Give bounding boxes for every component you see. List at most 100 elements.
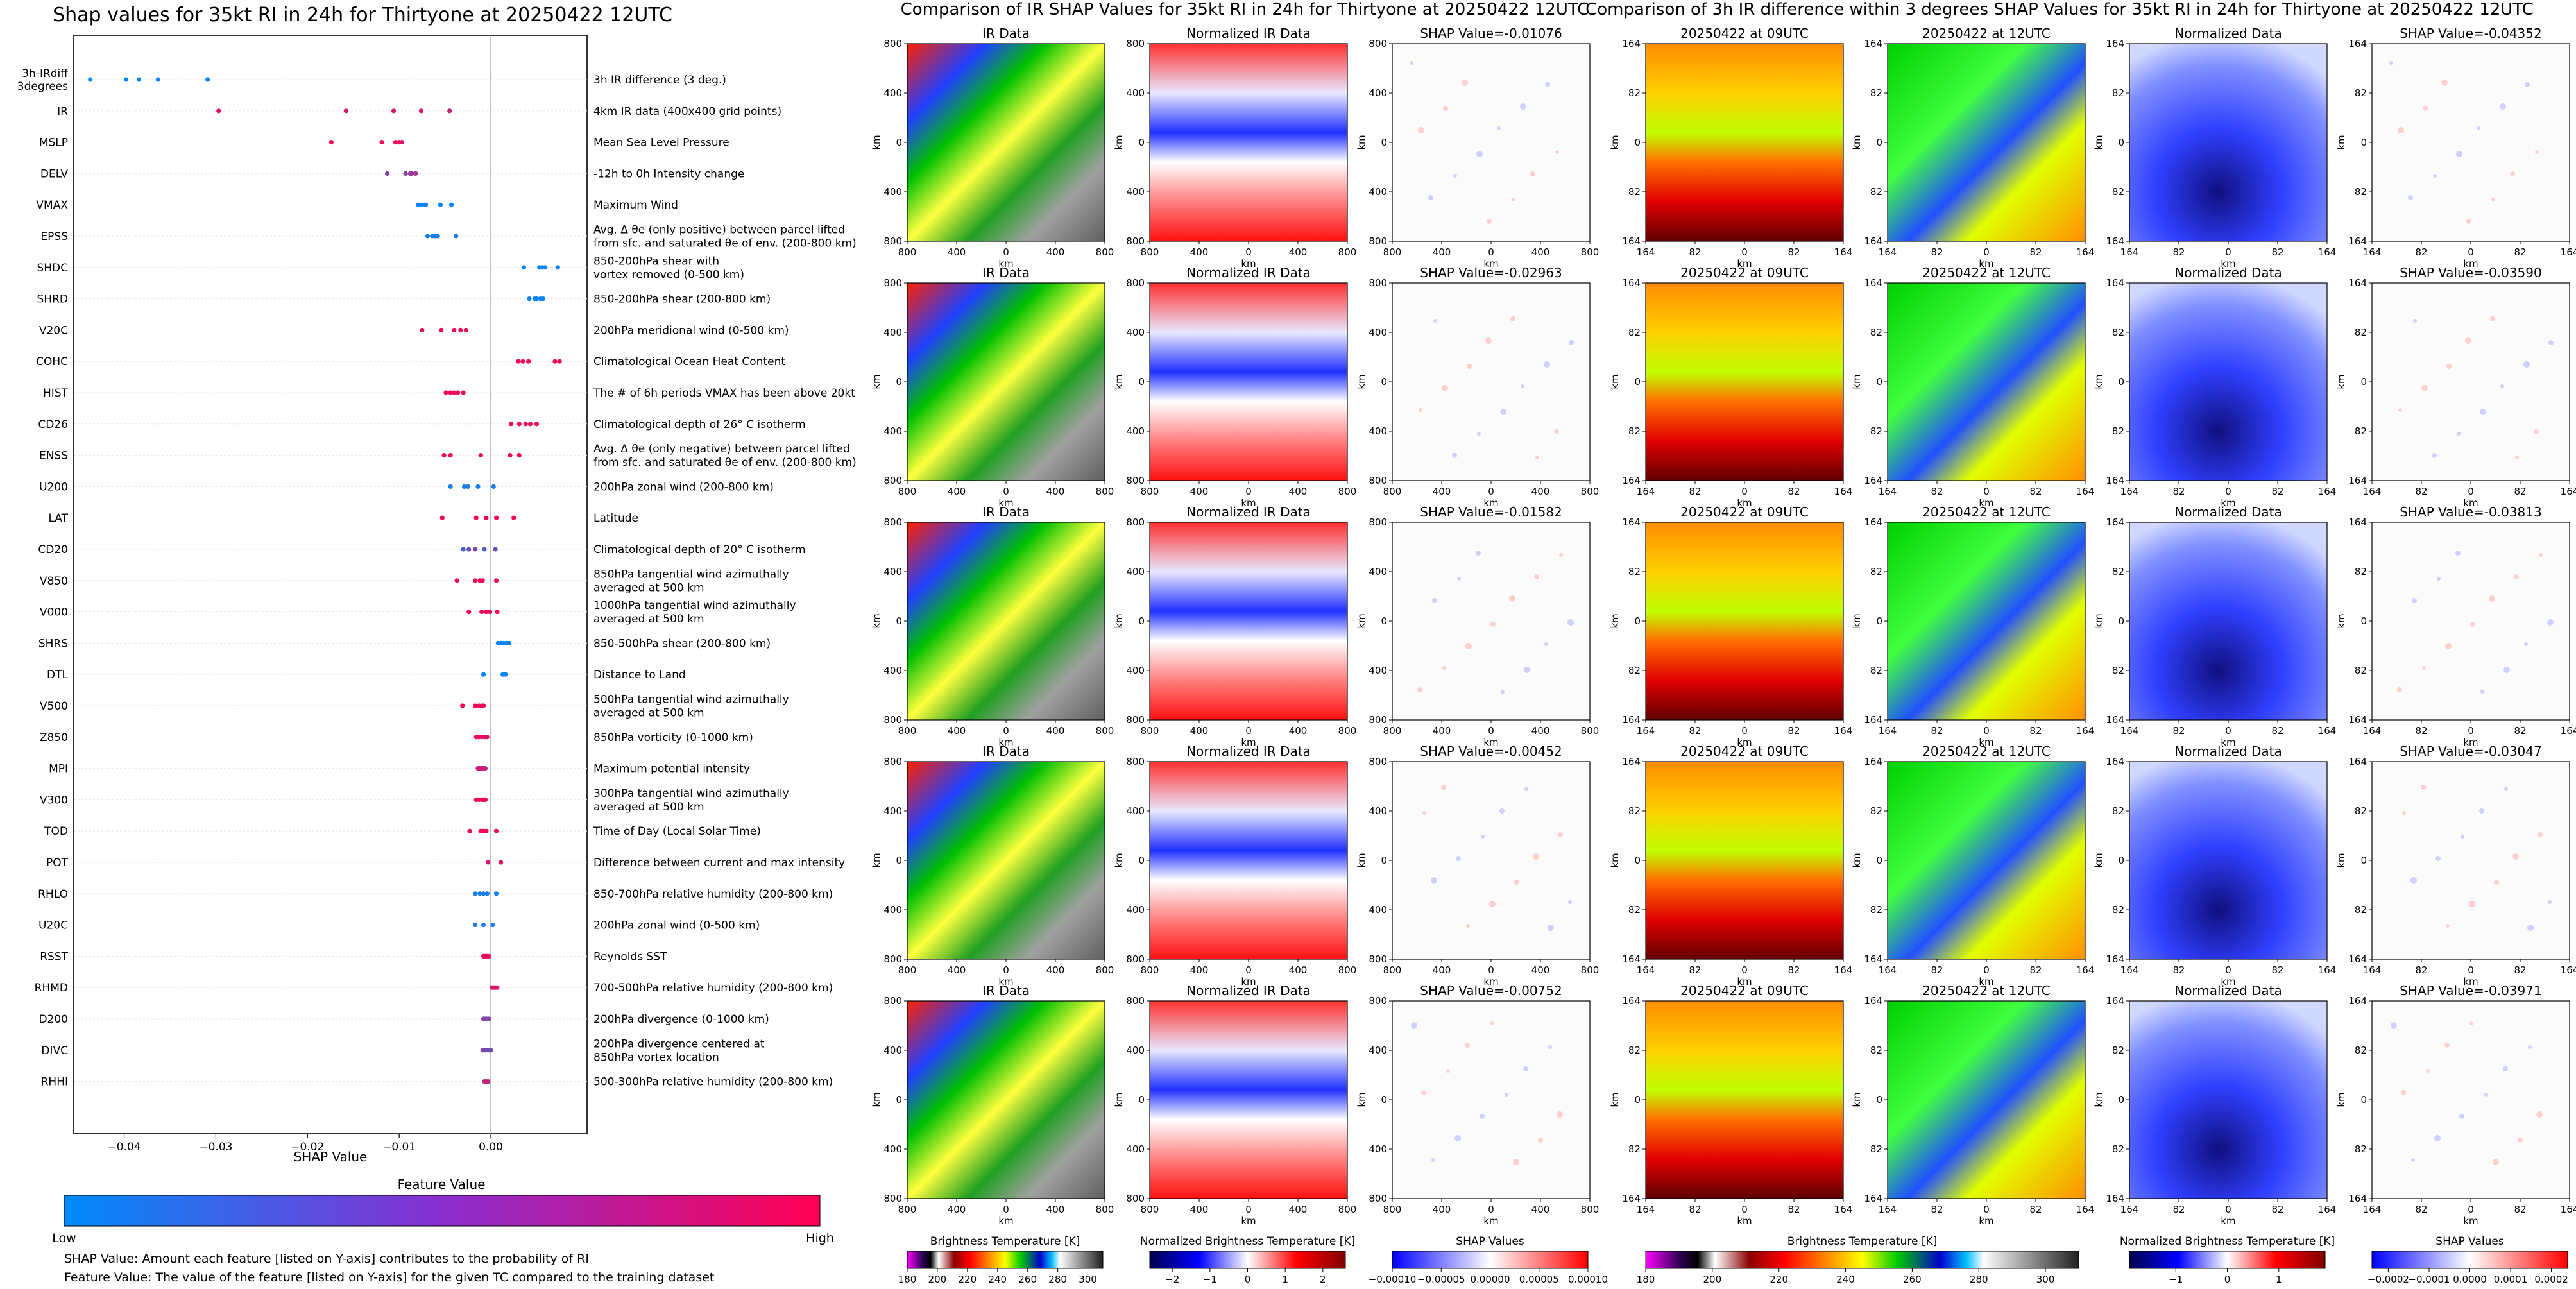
x-tick-label: 82 (2415, 725, 2427, 737)
colorbar-tick-label: 0.00010 (1568, 1274, 1608, 1285)
x-axis-label: km (1241, 976, 1256, 987)
shap-attribution-spot (2538, 832, 2543, 837)
shap-attribution-spot (2534, 429, 2539, 434)
x-axis-label: km (1737, 737, 1752, 748)
x-tick-label: 82 (2172, 246, 2185, 258)
feature-code-label: V000 (40, 606, 68, 619)
shap-x-tick-label: −0.01 (382, 1141, 416, 1154)
shap-x-tick-label: −0.03 (199, 1141, 232, 1154)
x-tick-label: 800 (1096, 1204, 1114, 1215)
y-tick-label: 82 (1870, 425, 1882, 437)
x-tick-label: 0 (1741, 725, 1748, 737)
feature-code-label: RSST (40, 950, 68, 963)
y-tick-label: 800 (1369, 38, 1387, 49)
x-axis-label: km (1241, 737, 1256, 748)
shap-point (484, 610, 489, 615)
y-tick-label: 164 (1622, 516, 1641, 528)
x-tick-label: 82 (2415, 246, 2427, 258)
y-tick-label: 400 (883, 566, 902, 577)
y-tick-label: 82 (1628, 327, 1641, 338)
shap-attribution-spot (1476, 551, 1481, 556)
shap-point (480, 578, 485, 583)
shap-point (399, 140, 405, 145)
shap-attribution-spot (1421, 1090, 1426, 1095)
feature-description-label: 700-500hPa relative humidity (200-800 km… (593, 982, 833, 994)
y-axis-label: km (871, 1092, 882, 1107)
x-tick-label: 400 (948, 246, 966, 258)
feature-description-label: Mean Sea Level Pressure (593, 137, 729, 149)
shap-point (425, 234, 431, 239)
feature-code-label: TOD (44, 825, 68, 838)
x-tick-label: 164 (2076, 486, 2095, 497)
colorbar-tick-label: 220 (959, 1274, 977, 1285)
x-tick-label: 164 (1637, 486, 1655, 497)
shap-attribution-spot (2401, 1090, 2406, 1095)
feature-description-label: averaged at 500 km (593, 613, 704, 626)
shap-attribution-spot (2389, 61, 2393, 65)
y-tick-label: 82 (2355, 566, 2367, 577)
y-tick-label: 400 (1369, 327, 1387, 338)
feature-description-label: 850-200hPa shear with (593, 255, 719, 268)
colorbar-tick-label: 0.00005 (1519, 1274, 1559, 1285)
colorbar-tick-label: −1 (2169, 1274, 2183, 1285)
x-tick-label: 400 (1531, 725, 1550, 737)
colorbar-tick-label: 240 (1836, 1274, 1855, 1285)
x-tick-label: 0 (1983, 1204, 1990, 1215)
y-tick-label: 0 (1381, 376, 1387, 388)
feature-code-label: RHLO (38, 888, 68, 901)
y-tick-label: 82 (1870, 904, 1882, 916)
x-tick-label: 0 (1488, 486, 1494, 497)
shap-x-tick-label: −0.04 (108, 1141, 141, 1154)
x-axis-label: km (1241, 1215, 1256, 1227)
colorbar-tick-label: 220 (1770, 1274, 1788, 1285)
feature-code-label: COHC (36, 355, 68, 368)
ir3h-heatmap (1887, 1000, 2086, 1199)
x-axis-label: km (1241, 258, 1256, 269)
shap-attribution-spot (2398, 127, 2404, 133)
feature-description-label: 200hPa divergence (0-1000 km) (593, 1013, 769, 1026)
ir-shap-panel-title: SHAP Value=-0.01076 (1420, 26, 1562, 41)
shap-point (486, 860, 491, 865)
shap-attribution-spot (2528, 1045, 2532, 1049)
y-tick-label: 82 (1628, 87, 1641, 99)
y-tick-label: 400 (1369, 566, 1387, 577)
shap-attribution-spot (1554, 429, 1559, 434)
x-tick-label: 82 (2029, 725, 2042, 737)
y-tick-label: 800 (883, 516, 902, 528)
shap-point (416, 202, 421, 207)
x-axis-label: km (2463, 258, 2478, 269)
y-tick-label: 82 (2112, 1045, 2124, 1056)
shap-point (520, 359, 525, 364)
shap-attribution-spot (1431, 1158, 1435, 1162)
y-axis-label: km (1356, 135, 1367, 149)
ir3h-panel-title: 20250422 at 09UTC (1680, 265, 1809, 280)
y-tick-label: 0 (2118, 376, 2124, 388)
x-tick-label: 0 (2468, 1204, 2474, 1215)
shap-point (343, 108, 348, 114)
shap-point (384, 171, 390, 176)
feature-code-label: HIST (43, 387, 69, 400)
shap-attribution-spot (1568, 900, 1572, 904)
shap-point (448, 202, 454, 207)
feature-description-label: vortex removed (0-500 km) (593, 268, 744, 281)
x-tick-label: 82 (1931, 964, 1943, 976)
y-axis-label: km (2093, 135, 2104, 149)
y-tick-label: 164 (1864, 475, 1882, 486)
shap-point (523, 422, 528, 427)
shap-attribution-spot (1512, 198, 1515, 201)
y-tick-label: 164 (1864, 235, 1882, 247)
x-tick-label: 82 (1689, 246, 1701, 258)
feature-description-label: The # of 6h periods VMAX has been above … (593, 387, 855, 400)
ir-shap-panel-title: SHAP Value=-0.00752 (1420, 983, 1562, 998)
y-tick-label: 0 (1138, 615, 1145, 627)
ir3h-panel-title: Normalized Data (2174, 265, 2282, 280)
shap-attribution-spot (2423, 106, 2428, 111)
x-tick-label: 400 (1289, 486, 1308, 497)
x-tick-label: 82 (2029, 964, 2042, 976)
y-tick-label: 164 (2348, 1193, 2367, 1204)
feature-description-label: 850-500hPa shear (200-800 km) (593, 637, 771, 650)
ir3h-heatmap (2129, 282, 2328, 481)
shap-point (540, 296, 546, 302)
x-tick-label: 164 (2318, 725, 2337, 737)
colorbar (2129, 1251, 2326, 1269)
